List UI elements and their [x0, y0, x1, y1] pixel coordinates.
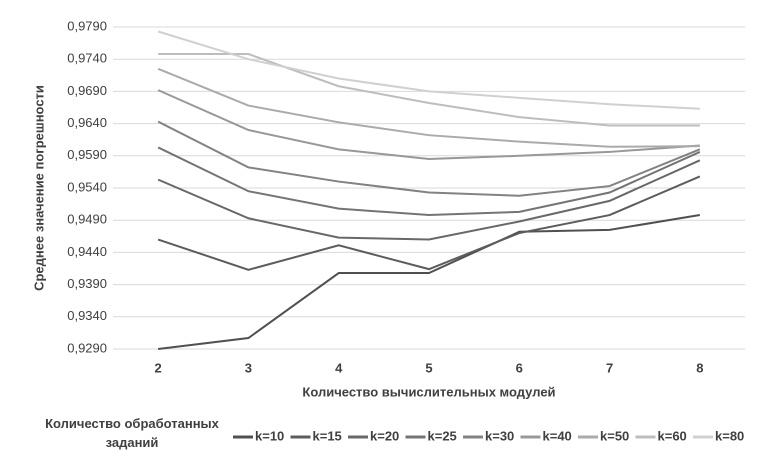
series-line — [157, 30, 700, 110]
series-line — [157, 159, 701, 241]
x-tick-label: 6 — [516, 360, 523, 375]
y-tick-label: 0,9740 — [67, 51, 107, 66]
legend-label: k=40 — [543, 428, 572, 443]
legend-label: k=30 — [485, 428, 514, 443]
series-line — [157, 89, 700, 161]
y-tick-label: 0,9640 — [67, 115, 107, 130]
x-tick-label: 3 — [245, 360, 252, 375]
x-tick-label: 8 — [696, 360, 703, 375]
legend-label: k=25 — [428, 428, 457, 443]
legend-label: k=20 — [370, 428, 399, 443]
series-line — [157, 120, 701, 197]
y-tick-label: 0,9340 — [67, 308, 107, 323]
y-tick-label: 0,9690 — [67, 83, 107, 98]
y-tick-label: 0,9590 — [67, 147, 107, 162]
x-axis-title: Количество вычислительных модулей — [302, 384, 555, 399]
legend-label: k=80 — [715, 428, 744, 443]
series-line — [158, 53, 700, 127]
legend-title: Количество обработанных заданий — [45, 416, 219, 450]
series-line — [157, 146, 701, 217]
legend-label: k=15 — [313, 428, 342, 443]
legend-label: k=60 — [658, 428, 687, 443]
x-tick-label: 5 — [425, 360, 432, 375]
legend-label: k=10 — [255, 428, 284, 443]
y-tick-label: 0,9540 — [67, 179, 107, 194]
y-tick-label: 0,9490 — [67, 212, 107, 227]
x-tick-label: 7 — [606, 360, 613, 375]
legend-label: k=50 — [600, 428, 629, 443]
y-axis-title: Среднее значение погрешности — [31, 85, 46, 291]
series-line — [157, 67, 700, 148]
x-tick-label: 2 — [155, 360, 162, 375]
y-tick-label: 0,9440 — [67, 244, 107, 259]
x-tick-label: 4 — [335, 360, 343, 375]
y-tick-label: 0,9790 — [67, 18, 107, 33]
series-line — [157, 175, 701, 271]
series-line — [158, 214, 701, 350]
y-tick-label: 0,9390 — [67, 276, 107, 291]
y-tick-label: 0,9290 — [67, 340, 107, 355]
